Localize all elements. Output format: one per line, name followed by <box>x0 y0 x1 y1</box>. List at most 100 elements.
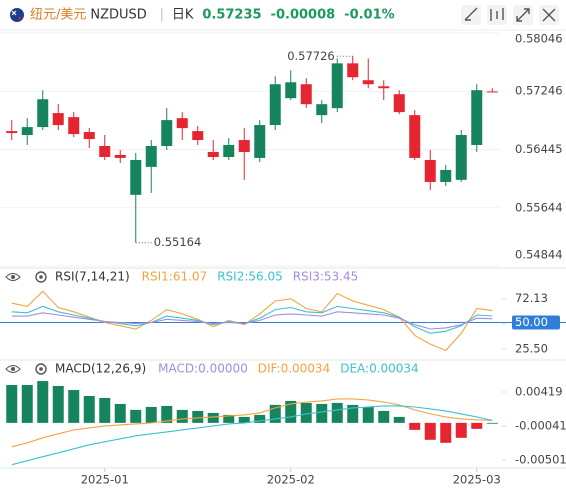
indicator-line <box>11 305 493 334</box>
y-tick-label: 0.55644 <box>515 200 563 214</box>
candle-body <box>130 159 142 195</box>
candle-body <box>300 84 312 105</box>
histogram-bar <box>393 416 405 423</box>
candle-body <box>176 118 188 129</box>
extreme-label: 0.57726 <box>287 49 335 63</box>
y-tick-label: 0.57246 <box>515 84 563 98</box>
candle-body <box>269 84 281 126</box>
histogram-bar <box>455 422 467 438</box>
histogram-bar <box>269 404 281 423</box>
y-tick-label: 25.50 <box>515 341 548 355</box>
candle-body <box>6 131 18 134</box>
candle-body <box>347 63 359 78</box>
candle-body <box>145 146 157 167</box>
header: 纽元/美元 NZDUSD 日K 0.57235 -0.00008 -0.01% <box>30 8 395 23</box>
histogram-bar <box>331 402 343 423</box>
histogram-bar <box>238 416 250 423</box>
draw-tool-button[interactable] <box>461 5 481 25</box>
histogram-bar <box>223 414 235 423</box>
legend-entry: DIF:0.00034 <box>258 362 330 376</box>
histogram-bar <box>130 409 142 423</box>
candle-body <box>378 86 390 89</box>
candle-body <box>471 90 483 145</box>
period: 日K <box>172 8 194 23</box>
candle-body <box>285 82 297 99</box>
candle-body <box>424 159 436 182</box>
candle-body <box>362 80 374 85</box>
candle-body <box>331 63 343 109</box>
candle-body <box>238 140 250 152</box>
x-tick-label: 2025-01 <box>81 473 129 487</box>
symbol: NZDUSD <box>90 8 146 23</box>
legend-entry: RSI1:61.07 <box>142 270 208 284</box>
pair-name: 纽元/美元 <box>30 8 86 23</box>
flag-icon <box>10 8 24 22</box>
legend-entry: RSI3:53.45 <box>293 270 359 284</box>
y-tick-label: -0.00501 <box>515 452 566 466</box>
candle-body <box>68 117 80 135</box>
y-tick-label: 0.58046 <box>515 32 563 46</box>
candle-body <box>486 91 498 93</box>
legend-entry: MACD:0.00000 <box>158 362 248 376</box>
histogram-bar <box>176 409 188 423</box>
indicator-line <box>11 398 493 448</box>
y-tick-label: 72.13 <box>515 291 548 305</box>
price: 0.57235 <box>202 8 261 23</box>
histogram-bar <box>207 412 219 423</box>
histogram-bar <box>145 406 157 423</box>
histogram-bar <box>300 402 312 423</box>
candle-body <box>161 120 173 147</box>
candle-body <box>393 94 405 113</box>
indicator-button[interactable] <box>487 5 507 25</box>
histogram-bar <box>378 410 390 423</box>
extreme-label: 0.55164 <box>154 235 202 249</box>
histogram-bar <box>254 414 266 423</box>
indicator-line <box>11 405 493 466</box>
histogram-bar <box>114 403 126 423</box>
histogram-bar <box>83 395 95 423</box>
x-tick-label: 2025-02 <box>267 473 315 487</box>
candle-body <box>192 131 204 141</box>
candle-body <box>37 99 49 128</box>
reference-label-bg <box>512 315 560 330</box>
panel-title: MACD(12,26,9) <box>55 362 146 376</box>
histogram-bar <box>21 385 33 423</box>
histogram-bar <box>52 385 64 423</box>
macd-icons <box>5 363 47 375</box>
candle-body <box>254 125 266 158</box>
histogram-bar <box>440 422 452 443</box>
legend-entry: DEA:0.00034 <box>340 362 419 376</box>
candle-body <box>223 144 235 157</box>
legend-entry: RSI2:56.05 <box>217 270 283 284</box>
y-tick-label: 0.54844 <box>515 248 563 262</box>
indicator-line <box>11 290 493 352</box>
histogram-bar <box>362 406 374 423</box>
histogram-bar <box>347 404 359 423</box>
change-pct: -0.01% <box>344 8 395 23</box>
histogram-bar <box>471 422 483 429</box>
candle-body <box>83 132 95 140</box>
candle-body <box>316 104 328 116</box>
candle-body <box>440 169 452 182</box>
histogram-bar <box>161 405 173 423</box>
histogram-bar <box>486 422 498 424</box>
y-tick-label: 0.00419 <box>515 385 563 399</box>
histogram-bar <box>37 381 49 423</box>
histogram-bar <box>192 410 204 423</box>
candle-body <box>99 146 111 157</box>
panel-title: RSI(7,14,21) <box>55 270 130 284</box>
histogram-bar <box>316 403 328 423</box>
y-tick-label: -0.00041 <box>515 418 566 432</box>
histogram-bar <box>285 400 297 423</box>
histogram-bar <box>68 390 80 423</box>
expand-button[interactable] <box>513 5 533 25</box>
histogram-bar <box>409 422 421 430</box>
candle-body <box>52 113 64 126</box>
candle-body <box>114 154 126 158</box>
histogram-bar <box>424 422 436 440</box>
candle-body <box>455 135 467 180</box>
x-tick-label: 2025-03 <box>453 473 501 487</box>
fullscreen-button[interactable] <box>539 5 559 25</box>
